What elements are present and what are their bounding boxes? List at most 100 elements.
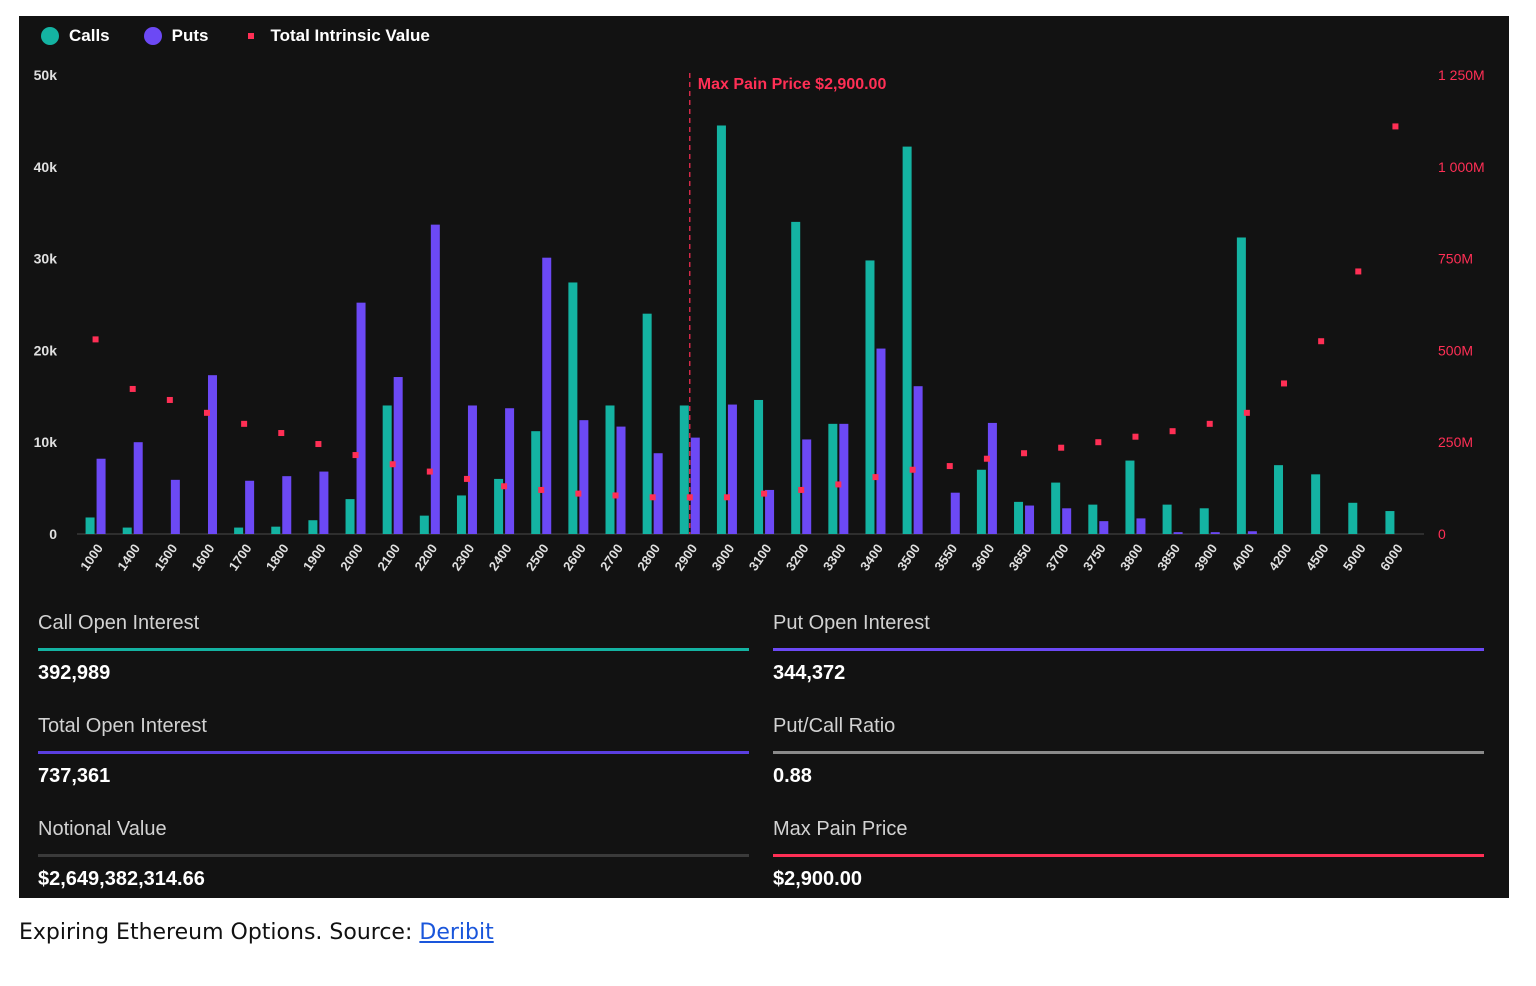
x-tick-label: 3650 — [1006, 541, 1035, 573]
calls-bar — [531, 431, 541, 534]
legend-intrinsic-label: Total Intrinsic Value — [270, 26, 430, 45]
chart-axes: 0 10k 20k 30k 40k 50k 0 250M 500M 750M 1 000M 1 250… — [34, 67, 1485, 542]
stat-label: Notional Value — [38, 818, 167, 840]
x-tick-label: 2600 — [560, 541, 589, 573]
x-tick-label: 2200 — [411, 541, 440, 573]
x-tick-label: 1400 — [114, 541, 143, 573]
x-tick-label: 2800 — [634, 541, 663, 573]
intrinsic-value-point — [501, 483, 508, 490]
puts-bar — [913, 386, 923, 534]
source-link[interactable]: Deribit — [419, 920, 494, 945]
chart-bars — [85, 125, 1395, 535]
intrinsic-value-point — [612, 492, 619, 499]
puts-bar — [393, 377, 403, 534]
legend-intrinsic[interactable]: Total Intrinsic Value — [242, 26, 430, 46]
intrinsic-value-point — [1281, 380, 1288, 387]
stat-underline — [773, 648, 1484, 651]
chart-legend: Calls Puts Total Intrinsic Value — [41, 26, 430, 46]
puts-bar — [765, 489, 775, 534]
x-tick-label: 2100 — [374, 541, 403, 573]
x-tick-label: 3100 — [746, 541, 775, 573]
stat-label: Call Open Interest — [38, 612, 200, 634]
max-pain-annotation: Max Pain Price $2,900.00 — [689, 73, 887, 534]
intrinsic-value-point — [1243, 409, 1250, 416]
x-tick-label: 1700 — [226, 541, 255, 573]
intrinsic-value-point — [203, 409, 210, 416]
intrinsic-value-point — [946, 463, 953, 470]
puts-bar — [690, 437, 700, 534]
calls-bar — [122, 527, 132, 534]
x-tick-label: 6000 — [1377, 541, 1406, 573]
intrinsic-value-point — [649, 494, 656, 501]
left-tick-label: 10k — [34, 434, 58, 450]
intrinsic-value-point — [723, 494, 730, 501]
right-tick-label: 1 000M — [1438, 159, 1485, 175]
puts-bar — [1247, 531, 1257, 534]
x-tick-label: 2300 — [449, 541, 478, 573]
calls-bar — [1199, 508, 1209, 534]
puts-bar — [1173, 532, 1183, 534]
legend-calls-label: Calls — [69, 26, 110, 45]
puts-bar — [727, 404, 737, 534]
right-tick-label: 500M — [1438, 342, 1473, 358]
x-tick-label: 1500 — [151, 541, 180, 573]
calls-bar — [85, 517, 95, 534]
puts-bar — [467, 405, 477, 534]
intrinsic-value-point — [1318, 338, 1325, 345]
x-tick-label: 3200 — [783, 541, 812, 573]
x-tick-label: 2400 — [486, 541, 515, 573]
x-tick-label: 4200 — [1266, 541, 1295, 573]
stats-grid: Call Open Interest 392,989 Put Open Inte… — [38, 612, 1486, 898]
puts-bar — [207, 375, 217, 534]
calls-bar — [1236, 237, 1246, 534]
intrinsic-value-point — [278, 430, 285, 437]
intrinsic-value-point — [352, 452, 359, 459]
puts-bar — [1136, 518, 1146, 534]
x-tick-label: 4500 — [1303, 541, 1332, 573]
max-pain-label: Max Pain Price $2,900.00 — [698, 76, 887, 93]
red-square-icon — [248, 33, 255, 39]
calls-bar — [1274, 465, 1284, 534]
caption-text: Expiring Ethereum Options. Source: — [19, 920, 420, 945]
x-tick-label: 3900 — [1191, 541, 1220, 573]
stat-notional-value: Notional Value $2,649,382,314.66 — [38, 818, 749, 921]
calls-bar — [1385, 511, 1395, 534]
x-tick-label: 3000 — [709, 541, 738, 573]
stat-label: Put Open Interest — [773, 612, 930, 634]
calls-bar — [642, 313, 652, 534]
x-tick-label: 3600 — [968, 541, 997, 573]
right-tick-label: 0 — [1438, 526, 1446, 542]
puts-bar — [430, 224, 440, 534]
x-tick-label: 2700 — [597, 541, 626, 573]
intrinsic-value-point — [1095, 439, 1102, 446]
calls-bar — [1162, 504, 1172, 534]
intrinsic-value-point — [1058, 444, 1065, 451]
calls-bar — [271, 526, 281, 534]
intrinsic-value-point — [1169, 428, 1176, 435]
stat-value: 0.88 — [773, 765, 812, 787]
calls-bar — [1051, 482, 1061, 534]
intrinsic-value-point — [1392, 123, 1399, 130]
calls-bar — [345, 499, 355, 534]
right-tick-label: 750M — [1438, 251, 1473, 267]
intrinsic-value-point — [166, 396, 173, 403]
stat-put-call-ratio: Put/Call Ratio 0.88 — [773, 715, 1484, 818]
left-tick-label: 20k — [34, 342, 58, 358]
x-tick-label: 1000 — [77, 541, 106, 573]
legend-calls[interactable]: Calls — [41, 26, 110, 46]
stat-label: Max Pain Price — [773, 818, 908, 840]
x-axis-labels: 1000 1400 1500 1600 1700 1800 1900 2000 2100 2200… — [77, 541, 1406, 573]
puts-bar — [245, 480, 255, 534]
left-tick-label: 50k — [34, 67, 58, 83]
stat-max-pain-price: Max Pain Price $2,900.00 — [773, 818, 1484, 921]
intrinsic-value-point — [1355, 268, 1362, 275]
calls-bar — [605, 405, 615, 534]
legend-puts[interactable]: Puts — [143, 26, 208, 46]
stat-value: 737,361 — [38, 765, 111, 787]
intrinsic-value-point — [389, 461, 396, 468]
open-interest-chart: 0 10k 20k 30k 40k 50k 0 250M 500M 750M 1 000M 1 250… — [34, 67, 1485, 573]
calls-bar — [865, 260, 875, 534]
calls-bar — [902, 146, 912, 534]
puts-bar — [356, 302, 366, 534]
x-tick-label: 3400 — [857, 541, 886, 573]
